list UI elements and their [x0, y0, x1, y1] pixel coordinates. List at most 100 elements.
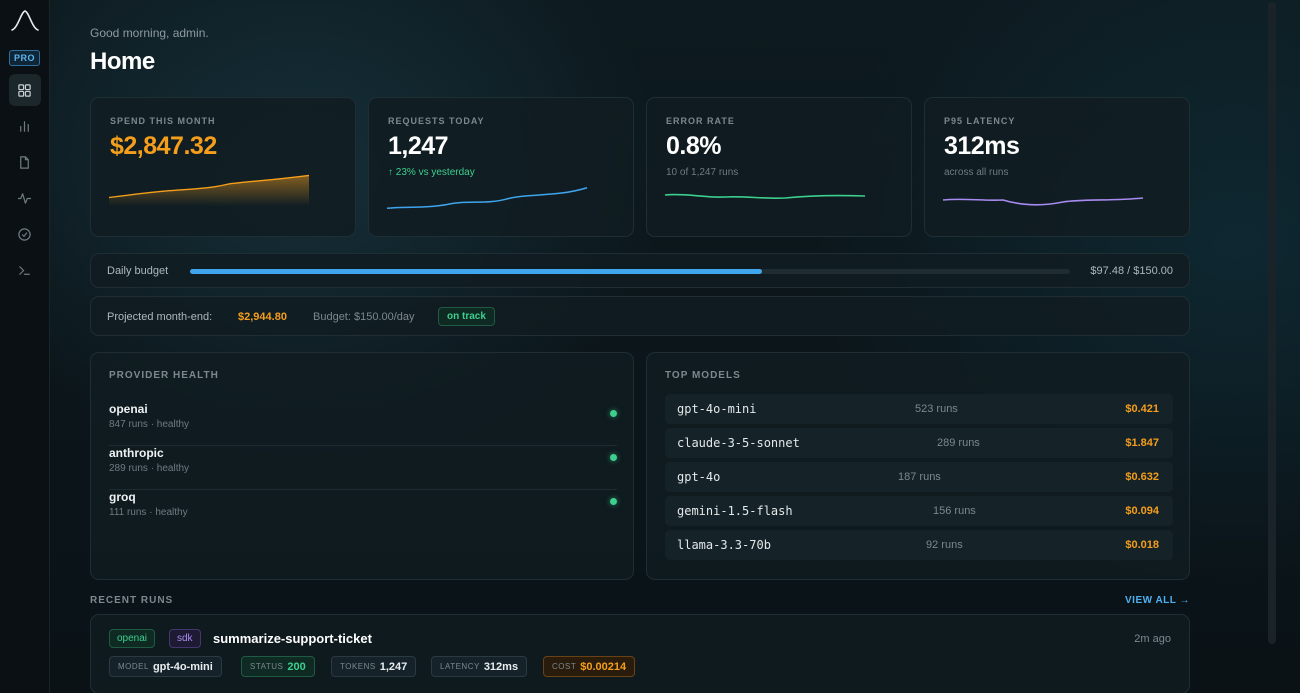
check-circle-icon	[18, 227, 31, 241]
spend-sparkline	[108, 174, 310, 206]
provider-tag: openai	[109, 629, 156, 648]
model-row[interactable]: gpt-4o 187 runs $0.632	[665, 462, 1173, 492]
nav-analytics[interactable]	[9, 110, 41, 142]
cost-chip: COST $0.00214	[543, 656, 636, 677]
provider-row[interactable]: anthropic 289 runs · healthy	[109, 446, 617, 490]
budget-track	[190, 269, 1070, 274]
sidebar-nav	[8, 74, 41, 286]
projection-bar: Projected month-end: $2,944.80 Budget: $…	[90, 296, 1190, 336]
chip-value: 312ms	[483, 660, 519, 673]
chip-value: gpt-4o-mini	[152, 660, 213, 673]
model-runs: 187 runs	[898, 471, 941, 483]
scrollbar[interactable]	[1268, 2, 1276, 644]
health-status-dot	[610, 410, 617, 417]
model-runs: 92 runs	[926, 539, 963, 551]
kpi-label: REQUESTS TODAY	[388, 116, 485, 126]
model-name: gpt-4o	[677, 470, 721, 484]
chip-key: MODEL	[118, 662, 149, 671]
provider-name: openai	[109, 402, 148, 416]
error-sparkline	[664, 193, 866, 200]
budget-amount: $97.48 / $150.00	[1090, 265, 1173, 277]
model-cost: $0.421	[1125, 403, 1159, 415]
health-status-dot	[610, 498, 617, 505]
model-row[interactable]: gemini-1.5-flash 156 runs $0.094	[665, 496, 1173, 526]
model-cost: $1.847	[1125, 437, 1159, 449]
budget-fill	[190, 269, 762, 274]
model-name: gpt-4o-mini	[677, 402, 757, 416]
daily-budget-bar: Daily budget $97.48 / $150.00	[90, 253, 1190, 288]
model-name: gemini-1.5-flash	[677, 504, 793, 518]
main-content: Good morning, admin. Home SPEND THIS MON…	[90, 0, 1190, 693]
latency-sparkline	[942, 197, 1144, 206]
tokens-chip: TOKENS 1,247	[331, 656, 417, 677]
projection-budget: Budget: $150.00/day	[313, 311, 415, 323]
chip-key: STATUS	[250, 662, 284, 671]
chip-value: 1,247	[379, 660, 408, 673]
status-chip: STATUS 200	[241, 656, 315, 677]
kpi-value: 312ms	[944, 132, 1020, 160]
grid-icon	[18, 83, 31, 97]
model-row[interactable]: claude-3-5-sonnet 289 runs $1.847	[665, 428, 1173, 458]
provider-row[interactable]: groq 111 runs · healthy	[109, 490, 617, 534]
activity-icon	[17, 192, 32, 204]
model-row[interactable]: llama-3.3-70b 92 runs $0.018	[665, 530, 1173, 560]
kpi-label: SPEND THIS MONTH	[110, 116, 216, 126]
chip-key: LATENCY	[440, 662, 480, 671]
nav-terminal[interactable]	[9, 254, 41, 286]
sidebar: PRO	[0, 0, 50, 693]
status-badge: on track	[438, 307, 495, 326]
model-runs: 523 runs	[915, 403, 958, 415]
kpi-sub: across all runs	[944, 167, 1009, 178]
nav-home[interactable]	[8, 74, 41, 106]
panel-title: TOP MODELS	[665, 370, 741, 381]
nav-documents[interactable]	[9, 146, 41, 178]
kpi-value: 1,247	[388, 132, 449, 160]
run-card[interactable]: openai sdk summarize-support-ticket 2m a…	[90, 614, 1190, 693]
latency-chip: LATENCY 312ms	[431, 656, 528, 677]
model-runs: 289 runs	[937, 437, 980, 449]
run-name: summarize-support-ticket	[213, 631, 372, 646]
source-tag: sdk	[169, 629, 201, 648]
chip-value: 200	[287, 660, 306, 673]
kpi-card-error-rate[interactable]: ERROR RATE 0.8% 10 of 1,247 runs	[646, 97, 912, 237]
bar-chart-icon	[20, 120, 29, 132]
kpi-sub: 10 of 1,247 runs	[666, 167, 739, 178]
model-cost: $0.018	[1125, 539, 1159, 551]
chip-value: $0.00214	[580, 660, 627, 673]
model-cost: $0.632	[1125, 471, 1159, 483]
model-name: llama-3.3-70b	[677, 538, 771, 552]
greeting: Good morning, admin.	[90, 26, 209, 40]
file-icon	[20, 155, 29, 169]
model-row[interactable]: gpt-4o-mini 523 runs $0.421	[665, 394, 1173, 424]
provider-name: groq	[109, 490, 136, 504]
kpi-label: P95 LATENCY	[944, 116, 1016, 126]
requests-sparkline	[386, 187, 588, 210]
kpi-card-spend[interactable]: SPEND THIS MONTH $2,847.32	[90, 97, 356, 237]
model-runs: 156 runs	[933, 505, 976, 517]
provider-meta: 847 runs · healthy	[109, 419, 190, 430]
health-status-dot	[610, 454, 617, 461]
terminal-icon	[19, 265, 30, 275]
plan-badge: PRO	[8, 50, 40, 66]
projection-label: Projected month-end:	[107, 311, 213, 323]
kpi-card-requests[interactable]: REQUESTS TODAY 1,247 ↑ 23% vs yesterday	[368, 97, 634, 237]
chip-key: TOKENS	[340, 662, 376, 671]
run-timestamp: 2m ago	[1134, 633, 1171, 645]
kpi-card-latency[interactable]: P95 LATENCY 312ms across all runs	[924, 97, 1190, 237]
kpi-sub: ↑ 23% vs yesterday	[388, 167, 475, 178]
kpi-label: ERROR RATE	[666, 116, 735, 126]
kpi-value: 0.8%	[666, 132, 721, 160]
page-title: Home	[90, 48, 155, 75]
chip-key: COST	[552, 662, 577, 671]
projection-value: $2,944.80	[238, 311, 287, 323]
provider-meta: 289 runs · healthy	[109, 463, 190, 474]
nav-checks[interactable]	[9, 218, 41, 250]
provider-row[interactable]: openai 847 runs · healthy	[109, 402, 617, 446]
view-all-link[interactable]: VIEW ALL →	[1125, 595, 1190, 606]
logo-icon[interactable]	[10, 8, 40, 34]
panel-title: PROVIDER HEALTH	[109, 370, 219, 381]
model-cost: $0.094	[1125, 505, 1159, 517]
top-models-panel: TOP MODELS gpt-4o-mini 523 runs $0.421 c…	[646, 352, 1190, 580]
provider-meta: 111 runs · healthy	[109, 507, 188, 518]
nav-activity[interactable]	[9, 182, 41, 214]
